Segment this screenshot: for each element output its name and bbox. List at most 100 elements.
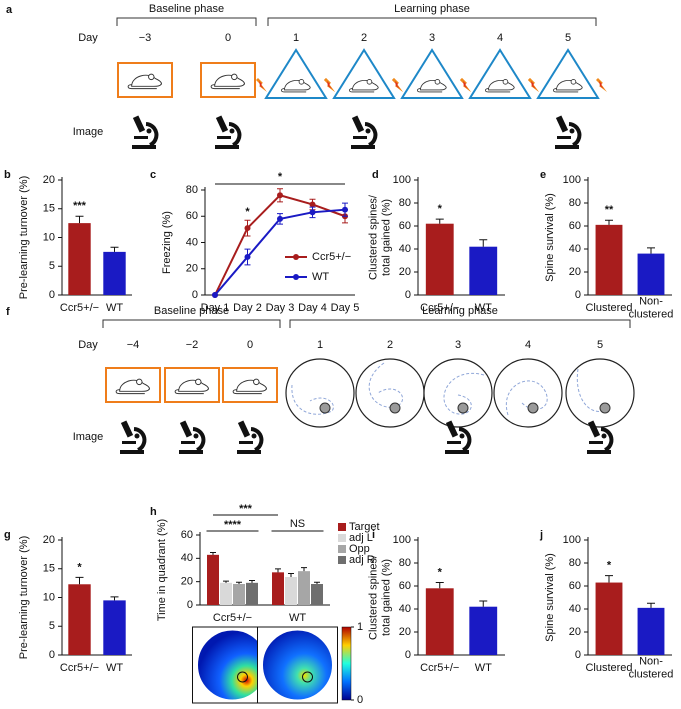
- bar: [595, 224, 623, 295]
- platform: [319, 402, 331, 414]
- y-tick-label: 80: [399, 197, 411, 209]
- water-maze: [285, 358, 355, 428]
- day: −3: [139, 32, 152, 44]
- bar: [207, 554, 219, 605]
- bar: [637, 253, 665, 295]
- y-tick-label: 60: [181, 529, 193, 541]
- phase-name: Baseline phase: [154, 305, 229, 317]
- bar: [425, 223, 454, 295]
- day: 3: [455, 339, 461, 351]
- y-tick-label: 60: [399, 220, 411, 232]
- microscope: [177, 419, 206, 455]
- microscope: [553, 114, 582, 150]
- legend-swatch: [338, 534, 346, 542]
- x-tick-label: Day 1: [201, 302, 230, 314]
- y-tick-label: 20: [399, 626, 411, 638]
- significance: *: [245, 206, 250, 218]
- y-tick-label: 80: [399, 557, 411, 569]
- bar: [272, 572, 284, 605]
- heatmap: [262, 629, 333, 701]
- microscope: [213, 114, 242, 150]
- y-tick-label: 0: [49, 649, 55, 661]
- bar: [103, 251, 126, 295]
- bar: [311, 584, 323, 605]
- bar: [595, 582, 623, 655]
- day: 5: [565, 32, 571, 44]
- microscope: [349, 114, 378, 150]
- y-tick-label: 100: [393, 534, 411, 546]
- shock-box: [536, 48, 600, 99]
- shock: [460, 78, 471, 92]
- y-tick-label: 10: [43, 591, 55, 603]
- panel-label: i: [372, 529, 375, 541]
- y-tick-label: 80: [569, 197, 581, 209]
- swim-path: [443, 372, 485, 415]
- legend-marker: [293, 254, 299, 260]
- bar: [637, 607, 665, 655]
- y-axis-label: Spine survival (%): [544, 193, 556, 282]
- y-axis-label: Time in quadrant (%): [156, 519, 168, 621]
- phase-name: Learning phase: [394, 3, 470, 15]
- x-tick-label: Ccr5+/−: [420, 662, 459, 674]
- x-tick-label: Clustered: [585, 302, 632, 314]
- y-tick-label: 20: [399, 266, 411, 278]
- error-bar: [236, 581, 242, 584]
- day: 2: [361, 32, 367, 44]
- day: −4: [127, 339, 140, 351]
- y-tick-label: 40: [186, 236, 198, 248]
- platform: [527, 402, 539, 414]
- legend-swatch: [338, 556, 346, 564]
- error-bar: [75, 215, 84, 224]
- water-maze: [493, 358, 563, 428]
- swim-path: [576, 368, 605, 413]
- y-tick-label: 10: [43, 231, 55, 243]
- point: [309, 209, 316, 216]
- image-label: Image: [73, 126, 104, 138]
- error-bar: [605, 219, 613, 225]
- day-label: Day: [78, 339, 98, 351]
- y-tick-label: 80: [186, 184, 198, 196]
- x-tick-label: WT: [475, 302, 492, 314]
- y-tick-label: 5: [49, 260, 55, 272]
- error-bar: [647, 247, 655, 254]
- error-bar: [435, 218, 444, 224]
- y-tick-label: 0: [575, 649, 581, 661]
- day: 2: [387, 339, 393, 351]
- shock: [528, 78, 539, 92]
- x-tick-label: Non-clustered: [629, 656, 674, 681]
- water-maze: [565, 358, 635, 428]
- error-bar: [223, 580, 229, 583]
- legend-label: adj L: [349, 532, 373, 544]
- y-tick-label: 0: [192, 289, 198, 301]
- y-tick-label: 60: [186, 210, 198, 222]
- point: [244, 225, 251, 232]
- platform: [457, 402, 469, 414]
- panel-label: b: [4, 169, 11, 181]
- bar: [68, 584, 91, 655]
- significance: **: [605, 204, 614, 216]
- y-tick-label: 40: [569, 603, 581, 615]
- x-tick-label: Day 5: [331, 302, 360, 314]
- y-tick-label: 100: [393, 174, 411, 186]
- legend-label: Opp: [349, 543, 370, 555]
- error-bar: [314, 581, 320, 584]
- platform-outline: [302, 671, 313, 683]
- error-bar: [605, 575, 613, 583]
- x-tick-label: Ccr5+/−: [60, 302, 99, 314]
- y-tick-label: 60: [569, 220, 581, 232]
- y-tick-label: 0: [575, 289, 581, 301]
- x-tick-label: Ccr5+/−: [420, 302, 459, 314]
- platform-outline: [237, 671, 248, 683]
- significance: ***: [239, 503, 253, 515]
- error-bar: [75, 576, 84, 585]
- significance: *: [438, 203, 443, 215]
- phase-bracket: [267, 17, 597, 26]
- error-bar: [275, 568, 281, 573]
- bar: [469, 606, 498, 655]
- shock: [324, 78, 335, 92]
- error-bar: [647, 602, 655, 608]
- legend-swatch: [338, 545, 346, 553]
- x-tick-label: Day 4: [298, 302, 327, 314]
- y-axis-label: Freezing (%): [161, 211, 173, 274]
